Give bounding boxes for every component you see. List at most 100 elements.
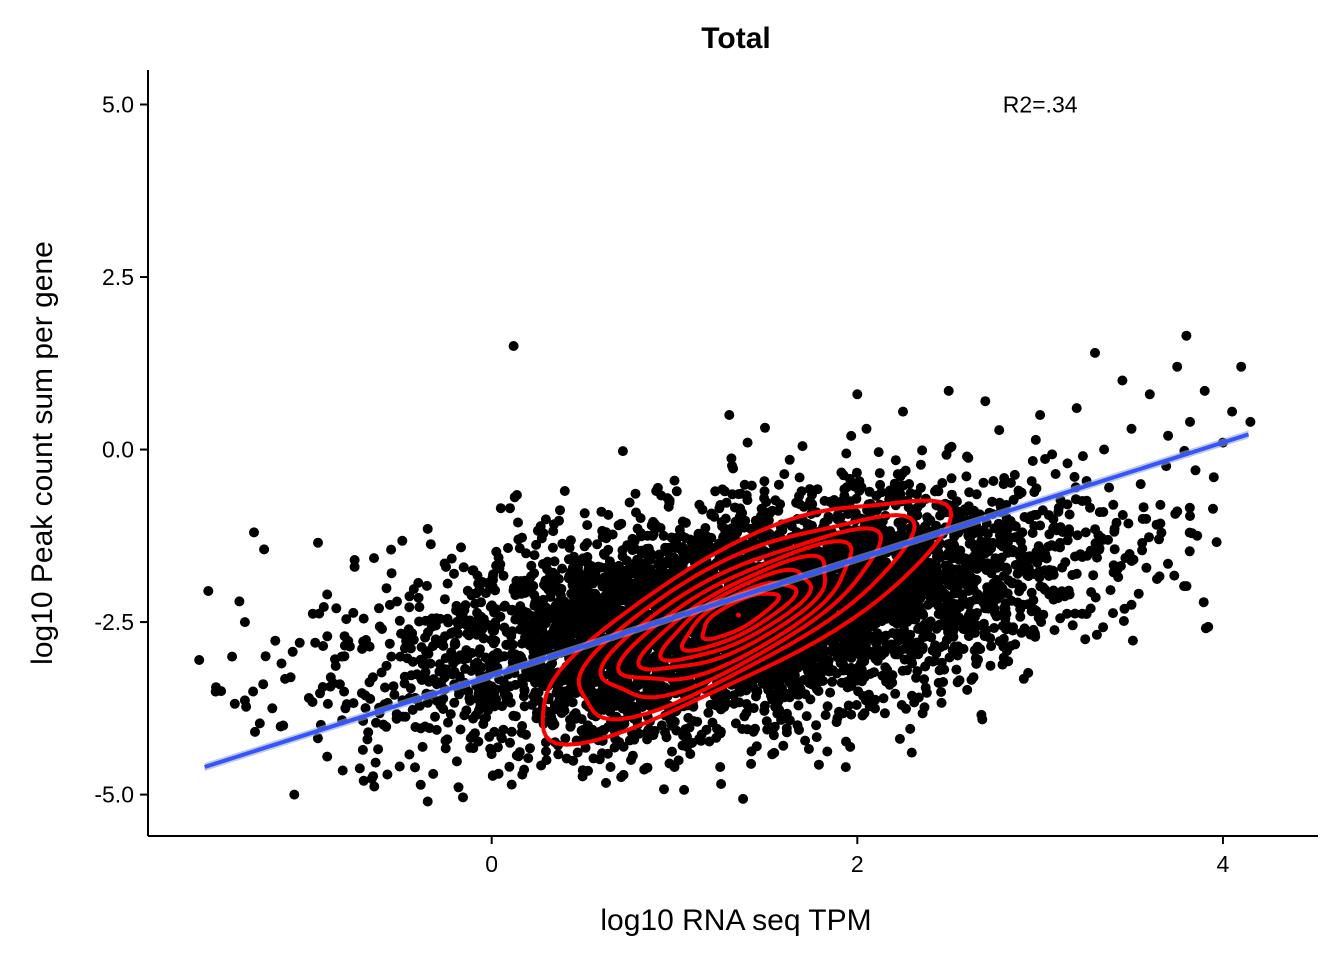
data-point bbox=[963, 585, 974, 596]
data-point bbox=[811, 720, 822, 731]
data-point bbox=[661, 557, 672, 568]
data-point bbox=[357, 744, 368, 755]
data-point bbox=[1185, 511, 1195, 521]
data-point bbox=[531, 539, 542, 550]
data-point bbox=[529, 550, 540, 561]
data-point bbox=[896, 527, 907, 538]
data-point bbox=[965, 596, 976, 607]
data-point bbox=[501, 696, 512, 707]
data-point bbox=[396, 628, 407, 639]
data-point bbox=[1055, 613, 1066, 624]
data-point bbox=[1118, 616, 1129, 626]
data-point bbox=[404, 591, 415, 602]
data-point bbox=[536, 533, 547, 544]
data-point bbox=[1069, 471, 1080, 482]
data-point bbox=[896, 700, 907, 710]
data-point bbox=[502, 640, 513, 650]
data-point bbox=[1070, 608, 1080, 619]
data-point bbox=[635, 528, 646, 539]
data-point bbox=[989, 623, 1000, 633]
data-point bbox=[762, 724, 773, 735]
data-point bbox=[1163, 558, 1173, 569]
data-point bbox=[582, 720, 593, 731]
data-point bbox=[1117, 510, 1128, 520]
data-point bbox=[489, 726, 500, 737]
data-point bbox=[498, 724, 509, 735]
data-point bbox=[404, 749, 415, 760]
data-point bbox=[897, 468, 908, 479]
data-point bbox=[805, 496, 816, 507]
data-point bbox=[1067, 620, 1078, 631]
data-point bbox=[270, 635, 281, 646]
data-point bbox=[1018, 673, 1029, 684]
data-point bbox=[475, 702, 486, 713]
data-point bbox=[879, 708, 890, 719]
data-point bbox=[739, 521, 750, 532]
data-point bbox=[381, 583, 392, 594]
data-point bbox=[655, 523, 666, 533]
data-point bbox=[607, 529, 618, 540]
data-point bbox=[361, 635, 371, 645]
data-point bbox=[547, 542, 558, 553]
data-point bbox=[934, 620, 945, 631]
data-point bbox=[927, 597, 938, 608]
data-point bbox=[479, 713, 490, 724]
data-point bbox=[895, 481, 906, 492]
data-point bbox=[1041, 553, 1052, 564]
data-point bbox=[1113, 572, 1124, 583]
data-point bbox=[831, 668, 842, 679]
data-point bbox=[972, 608, 982, 618]
data-point bbox=[910, 598, 921, 609]
data-point bbox=[1001, 620, 1012, 631]
data-point bbox=[1050, 469, 1061, 479]
data-point bbox=[961, 471, 972, 482]
data-point bbox=[556, 708, 567, 719]
data-point bbox=[938, 677, 949, 687]
data-point bbox=[593, 688, 604, 699]
data-point bbox=[851, 467, 862, 478]
data-point bbox=[594, 754, 605, 765]
data-point bbox=[498, 570, 509, 581]
data-point bbox=[988, 476, 999, 486]
data-point bbox=[470, 598, 481, 609]
data-point bbox=[1092, 552, 1102, 563]
data-point bbox=[658, 568, 669, 579]
data-point bbox=[791, 497, 802, 508]
data-point bbox=[846, 709, 857, 720]
data-point bbox=[672, 681, 683, 692]
data-point bbox=[629, 734, 640, 745]
data-point bbox=[919, 619, 930, 630]
data-point bbox=[559, 699, 570, 709]
data-point bbox=[550, 585, 561, 596]
data-point bbox=[507, 648, 518, 659]
data-point bbox=[370, 757, 381, 768]
data-point bbox=[664, 497, 675, 508]
data-point bbox=[786, 680, 797, 691]
data-point bbox=[1137, 538, 1148, 548]
data-point bbox=[822, 701, 833, 712]
data-point bbox=[736, 513, 746, 523]
data-point bbox=[964, 565, 975, 576]
data-point bbox=[658, 530, 669, 541]
data-point bbox=[1001, 562, 1012, 573]
data-point bbox=[1040, 454, 1051, 464]
data-point bbox=[759, 476, 770, 487]
data-point bbox=[868, 620, 878, 631]
data-point bbox=[773, 479, 784, 490]
data-point bbox=[920, 661, 931, 672]
data-point bbox=[778, 740, 789, 751]
data-point bbox=[553, 574, 564, 584]
data-point bbox=[925, 515, 936, 526]
data-point bbox=[1012, 597, 1023, 608]
data-point bbox=[1077, 451, 1088, 462]
data-point bbox=[601, 777, 611, 788]
data-point bbox=[952, 677, 963, 688]
data-point bbox=[1081, 495, 1092, 506]
data-point bbox=[761, 497, 772, 508]
data-point bbox=[583, 765, 593, 776]
data-point bbox=[987, 537, 998, 548]
data-point bbox=[726, 453, 737, 464]
data-point bbox=[953, 580, 964, 591]
data-point bbox=[1051, 525, 1062, 536]
data-point bbox=[254, 718, 265, 729]
